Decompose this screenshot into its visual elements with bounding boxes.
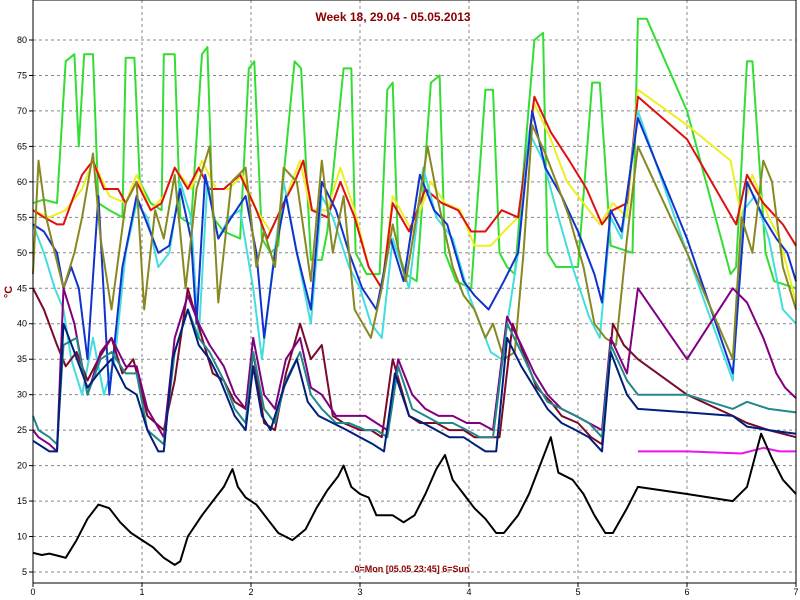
chart-title: Week 18, 29.04 - 05.05.2013	[315, 10, 471, 24]
y-tick-label: 55	[17, 212, 27, 222]
y-tick-label: 5	[22, 567, 27, 577]
x-axis-label: 0=Mon [05.05 23:45] 6=Sun	[354, 564, 469, 574]
x-tick-label: 5	[575, 587, 580, 597]
series-lines	[32, 17, 797, 566]
x-tick-label: 2	[248, 587, 253, 597]
series-line-11	[637, 446, 796, 455]
y-tick-label: 70	[17, 106, 27, 116]
x-tick-label: 6	[684, 587, 689, 597]
y-tick-label: 60	[17, 177, 27, 187]
series-line-6	[32, 124, 797, 361]
x-tick-label: 7	[793, 587, 798, 597]
y-tick-label: 40	[17, 319, 27, 329]
y-tick-label: 50	[17, 248, 27, 258]
x-tick-label: 3	[357, 587, 362, 597]
series-line-7	[32, 287, 797, 446]
series-line-1	[32, 17, 797, 290]
series-line-5	[32, 109, 797, 396]
x-tick-label: 0	[30, 587, 35, 597]
y-tick-label: 45	[17, 283, 27, 293]
series-line-12	[32, 432, 797, 566]
series-line-3	[32, 95, 797, 290]
y-tick-label: 35	[17, 354, 27, 364]
y-tick-label: 30	[17, 390, 27, 400]
x-tick-label: 1	[139, 587, 144, 597]
y-tick-label: 10	[17, 532, 27, 542]
series-line-9	[32, 308, 797, 446]
y-tick-label: 15	[17, 496, 27, 506]
y-tick-label: 80	[17, 35, 27, 45]
y-tick-label: 65	[17, 141, 27, 151]
y-tick-label: 25	[17, 425, 27, 435]
y-axis-label: °C	[3, 286, 15, 298]
series-line-10	[32, 308, 797, 453]
plot-frame	[32, 0, 797, 584]
x-tick-label: 4	[466, 587, 471, 597]
y-tick-label: 75	[17, 70, 27, 80]
y-tick-label: 20	[17, 461, 27, 471]
